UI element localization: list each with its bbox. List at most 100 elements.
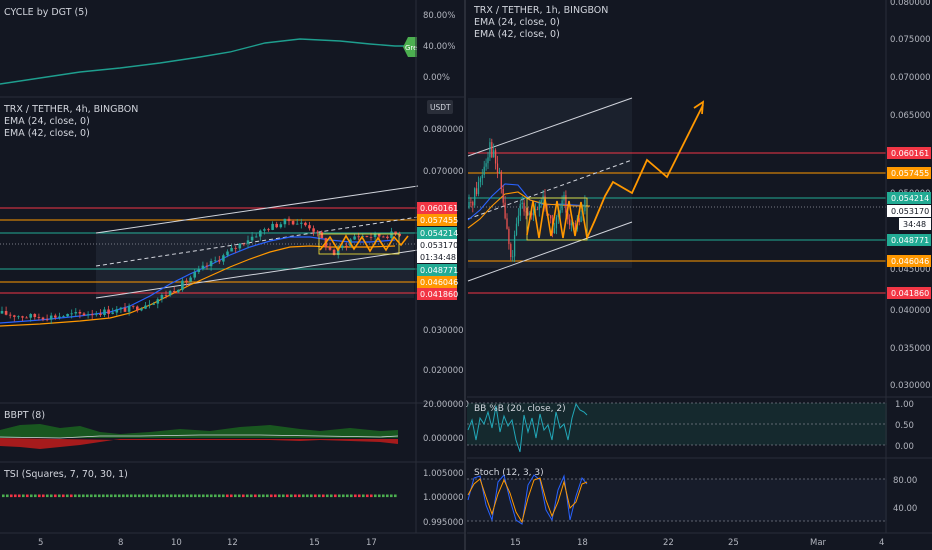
- left-price-o1: 0.057455: [417, 214, 458, 226]
- candle-body: [538, 203, 540, 210]
- candle-body: [332, 249, 336, 255]
- tsi-dot: [26, 494, 29, 498]
- candle-body: [525, 211, 527, 213]
- right-main-title: TRX / TETHER, 1h, BINGBON: [473, 5, 608, 16]
- candle-body: [468, 201, 470, 208]
- candle-body: [357, 236, 360, 238]
- tsi-dot: [126, 494, 129, 498]
- tsi-tick-0995: 0.995000: [423, 518, 464, 528]
- candle-body: [584, 199, 586, 212]
- tsi-dot: [146, 494, 149, 498]
- candle-body: [508, 228, 510, 245]
- candle-body: [99, 313, 102, 316]
- tsi-dot: [206, 494, 209, 498]
- tsi-dot: [174, 494, 177, 498]
- tsi-dot: [362, 494, 365, 498]
- tsi-dot: [266, 494, 269, 498]
- tsi-dot: [114, 494, 117, 498]
- candle-body: [394, 231, 397, 234]
- candle-body: [242, 243, 246, 245]
- tsi-dot: [294, 494, 297, 498]
- right-price-g2: 0.048771: [887, 234, 931, 246]
- candle-body: [341, 245, 344, 248]
- svg-text:0.053170: 0.053170: [420, 241, 458, 250]
- tsi-dot: [58, 494, 61, 498]
- tsi-dot: [102, 494, 105, 498]
- tsi-dot: [330, 494, 333, 498]
- candle-body: [226, 251, 229, 256]
- candle-body: [209, 261, 213, 267]
- candle-body: [472, 202, 474, 206]
- candle-body: [567, 212, 569, 220]
- tsi-dot: [210, 494, 213, 498]
- candle-body: [574, 223, 577, 230]
- candle-body: [185, 280, 188, 282]
- candle-body: [328, 247, 332, 250]
- tsi-dot: [306, 494, 309, 498]
- right-ema2-label: EMA (42, close, 0): [474, 29, 560, 40]
- candle-body: [491, 142, 493, 158]
- tsi-dot: [110, 494, 113, 498]
- candle-body: [4, 311, 8, 315]
- candle-body: [177, 289, 180, 293]
- candle-body: [470, 201, 472, 203]
- tsi-dot: [82, 494, 85, 498]
- tsi-dot: [178, 494, 181, 498]
- cycle-tag: Gre: [403, 37, 417, 57]
- left-ytick-0080: 0.080000: [423, 125, 464, 135]
- candle-body: [66, 313, 69, 317]
- currency-badge[interactable]: USDT: [427, 100, 453, 114]
- candle-body: [168, 290, 172, 296]
- stoch-title: Stoch (12, 3, 3): [474, 468, 544, 478]
- candle-body: [234, 247, 237, 249]
- stoch-d-line: [467, 477, 588, 524]
- candle-body: [49, 315, 53, 320]
- svg-text:0.060161: 0.060161: [891, 149, 929, 158]
- candle-body: [29, 314, 32, 318]
- tsi-dot: [382, 494, 385, 498]
- candle-body: [90, 314, 94, 316]
- tsi-dot: [158, 494, 161, 498]
- right-xtick-4: 4: [879, 538, 884, 548]
- candle-body: [246, 240, 250, 244]
- candle-body: [291, 221, 295, 225]
- cycle-ytick-80: 80.00%: [423, 11, 455, 21]
- candle-body: [536, 209, 539, 211]
- candle-body: [263, 229, 266, 231]
- candle-body: [300, 222, 303, 224]
- candle-body: [523, 202, 525, 212]
- left-ema42: [0, 245, 396, 327]
- candle-body: [474, 188, 476, 206]
- tsi-tick-1005: 1.005000: [423, 469, 464, 479]
- tsi-dot: [162, 494, 165, 498]
- right-x-axis: 15 18 22 25 Mar 4: [510, 538, 884, 548]
- left-channel-lower: [95, 249, 419, 299]
- svg-text:0.057455: 0.057455: [891, 169, 929, 178]
- tsi-dot: [250, 494, 253, 498]
- left-channel-upper: [95, 185, 419, 234]
- left-zigzag: [319, 234, 409, 253]
- right-bb-pane: BB %B (20, close, 2) 1.00 0.50 0.00: [467, 400, 914, 453]
- left-ytick-0020: 0.020000: [423, 366, 464, 376]
- svg-text:0.060161: 0.060161: [420, 204, 458, 213]
- tsi-dot: [326, 494, 329, 498]
- left-price-timer: 01:34:48: [417, 251, 457, 263]
- tsi-dot: [142, 494, 145, 498]
- tsi-dot: [346, 494, 349, 498]
- right-xtick-25: 25: [728, 538, 739, 548]
- tsi-dot: [54, 494, 57, 498]
- tsi-dot: [334, 494, 337, 498]
- candle-body: [103, 309, 106, 316]
- right-ytick-0075: 0.075000: [890, 35, 931, 45]
- candle-body: [238, 243, 242, 249]
- candle-body: [485, 163, 487, 167]
- candle-body: [136, 306, 139, 311]
- candle-body: [512, 256, 514, 258]
- svg-text:34:48: 34:48: [903, 220, 926, 229]
- left-price-cur: 0.053170: [417, 239, 458, 251]
- tsi-dot: [374, 494, 377, 498]
- candle-body: [521, 202, 523, 205]
- bb-tick-1: 1.00: [895, 400, 914, 410]
- tsi-dot: [10, 494, 13, 498]
- cycle-ytick-0: 0.00%: [423, 73, 450, 83]
